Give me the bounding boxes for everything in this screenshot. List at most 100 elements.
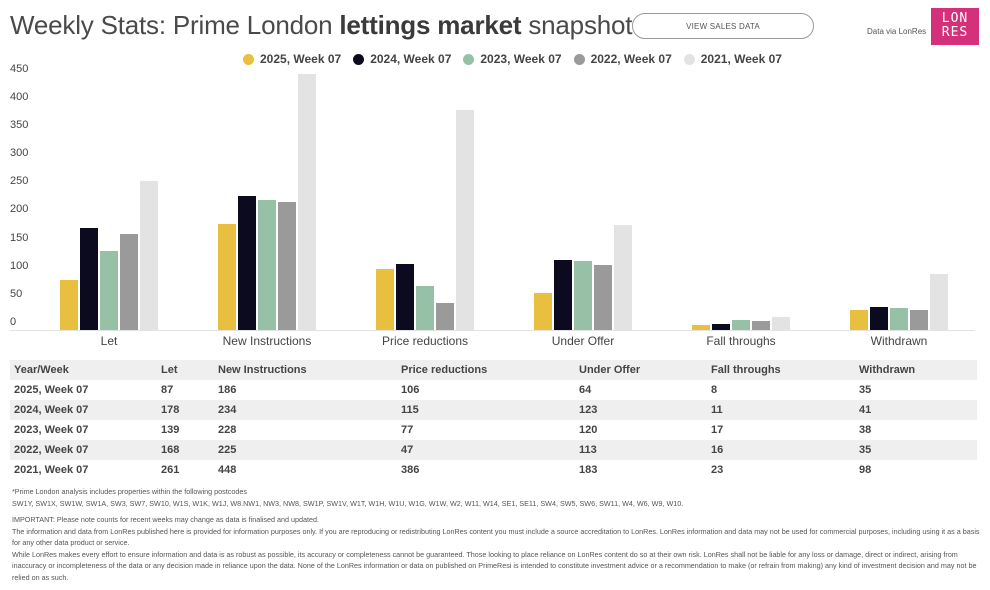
chart-legend: 2025, Week 07 2024, Week 07 2023, Week 07 2… bbox=[243, 52, 782, 66]
y-tick-label: 350 bbox=[10, 119, 29, 132]
bar[interactable] bbox=[238, 196, 256, 330]
bar[interactable] bbox=[436, 303, 454, 330]
bar[interactable] bbox=[456, 109, 474, 330]
x-category-label: Let bbox=[100, 334, 118, 348]
bar[interactable] bbox=[752, 320, 770, 330]
logo-line-1: LON bbox=[941, 11, 969, 26]
bar[interactable] bbox=[712, 323, 730, 330]
legend-dot-icon bbox=[243, 53, 254, 65]
data-table: Year/Week Let New Instructions Price reduct… bbox=[10, 360, 977, 480]
table-cell: 17 bbox=[711, 424, 724, 436]
table-cell: 113 bbox=[575, 440, 707, 460]
table-cell: 120 bbox=[579, 424, 598, 436]
title-bold-text: lettings market bbox=[339, 10, 522, 40]
table-cell: 41 bbox=[855, 400, 977, 420]
postcodes-intro: *Prime London analysis includes properti… bbox=[12, 487, 247, 496]
table-cell: 16 bbox=[707, 440, 855, 460]
bar[interactable] bbox=[120, 234, 138, 330]
legend-item[interactable]: 2022, Week 07 bbox=[573, 52, 672, 66]
table-cell: 87 bbox=[161, 384, 174, 396]
footnotes: *Prime London analysis includes properti… bbox=[12, 486, 982, 583]
bar[interactable] bbox=[60, 280, 78, 330]
table-cell: 2024, Week 07 bbox=[10, 400, 157, 420]
disclaimer-note: While LonRes makes every effort to ensur… bbox=[12, 549, 977, 582]
table-cell: 139 bbox=[161, 424, 180, 436]
column-header: Price reductions bbox=[397, 360, 575, 380]
table-cell: 261 bbox=[161, 464, 180, 476]
y-tick-label: 0 bbox=[10, 316, 17, 328]
bar[interactable] bbox=[80, 228, 98, 330]
bar[interactable] bbox=[692, 325, 710, 330]
legend-label: 2023, Week 07 bbox=[480, 52, 562, 66]
y-tick-label: 450 bbox=[10, 62, 29, 75]
table-cell: 386 bbox=[401, 464, 420, 476]
table-row: 2021, Week 07 261 448 386 183 23 98 bbox=[10, 460, 977, 480]
info-note: The information and data from LonRes pub… bbox=[12, 526, 980, 548]
legend-dot-icon bbox=[463, 53, 475, 65]
legend-item[interactable]: 2024, Week 07 bbox=[353, 52, 451, 66]
bar[interactable] bbox=[554, 259, 572, 330]
bar[interactable] bbox=[258, 199, 276, 330]
legend-label: 2021, Week 07 bbox=[700, 52, 782, 66]
y-tick-label: 200 bbox=[10, 203, 29, 216]
view-sales-data-button[interactable]: VIEW SALES DATA bbox=[632, 13, 814, 39]
legend-item[interactable]: 2021, Week 07 bbox=[683, 52, 782, 66]
table-cell: 35 bbox=[855, 440, 977, 460]
important-note: IMPORTANT: Please note counts for recent… bbox=[12, 515, 319, 524]
bar[interactable] bbox=[890, 308, 908, 330]
bar[interactable] bbox=[910, 310, 928, 330]
table-cell: 115 bbox=[397, 400, 575, 420]
legend-item[interactable]: 2025, Week 07 bbox=[243, 52, 341, 66]
bar[interactable] bbox=[218, 223, 236, 330]
table-cell: 2022, Week 07 bbox=[10, 440, 157, 460]
title-text-end: snapshot bbox=[521, 10, 633, 40]
legend-dot-icon bbox=[573, 53, 585, 65]
table-cell: 2023, Week 07 bbox=[14, 424, 89, 436]
table-cell: 2025, Week 07 bbox=[14, 384, 89, 396]
title-text: Weekly Stats: Prime London bbox=[10, 10, 340, 40]
table-cell: 178 bbox=[157, 400, 214, 420]
bar[interactable] bbox=[298, 74, 316, 330]
table-cell: 225 bbox=[214, 440, 397, 460]
x-axis-line bbox=[10, 330, 975, 331]
table-cell: 228 bbox=[218, 424, 237, 436]
table-row: 2022, Week 07 168 225 47 113 16 35 bbox=[10, 440, 977, 460]
legend-label: 2024, Week 07 bbox=[370, 52, 452, 66]
table-header-row: Year/Week Let New Instructions Price reduct… bbox=[10, 360, 977, 380]
table-cell: 47 bbox=[397, 440, 575, 460]
bar[interactable] bbox=[416, 286, 434, 330]
x-category-label: Under Offer bbox=[551, 334, 615, 348]
legend-label: 2025, Week 07 bbox=[260, 52, 342, 66]
bar[interactable] bbox=[594, 265, 612, 330]
bar[interactable] bbox=[850, 310, 868, 330]
x-category-label: New Instructions bbox=[222, 334, 312, 348]
lonres-logo[interactable]: LON RES bbox=[931, 8, 979, 45]
y-tick-label: 300 bbox=[10, 147, 29, 160]
bar[interactable] bbox=[100, 250, 118, 330]
y-tick-label: 400 bbox=[10, 90, 29, 103]
bar[interactable] bbox=[534, 293, 552, 330]
bar[interactable] bbox=[870, 306, 888, 330]
table-cell: 35 bbox=[859, 384, 872, 396]
table-cell: 98 bbox=[859, 464, 872, 476]
column-header: Withdrawn bbox=[855, 360, 977, 380]
bar[interactable] bbox=[574, 261, 592, 330]
table-row: 2024, Week 07 178 234 115 123 11 41 bbox=[10, 400, 977, 420]
bar[interactable] bbox=[396, 264, 414, 330]
bar[interactable] bbox=[772, 316, 790, 330]
bar[interactable] bbox=[614, 225, 632, 330]
bar[interactable] bbox=[930, 274, 948, 330]
column-header: Under Offer bbox=[575, 360, 707, 380]
x-category-label: Fall throughs bbox=[706, 334, 776, 348]
column-header: Fall throughs bbox=[707, 360, 855, 380]
legend-dot-icon bbox=[353, 53, 365, 65]
legend-dot-icon bbox=[683, 53, 695, 65]
page-title: Weekly Stats: Prime London lettings mark… bbox=[10, 10, 632, 41]
bar[interactable] bbox=[732, 320, 750, 330]
bar[interactable] bbox=[376, 269, 394, 330]
legend-item[interactable]: 2023, Week 07 bbox=[463, 52, 562, 66]
bar[interactable] bbox=[278, 201, 296, 330]
x-category-label: Price reductions bbox=[381, 334, 469, 348]
table-cell: 123 bbox=[575, 400, 707, 420]
bar[interactable] bbox=[140, 180, 158, 330]
